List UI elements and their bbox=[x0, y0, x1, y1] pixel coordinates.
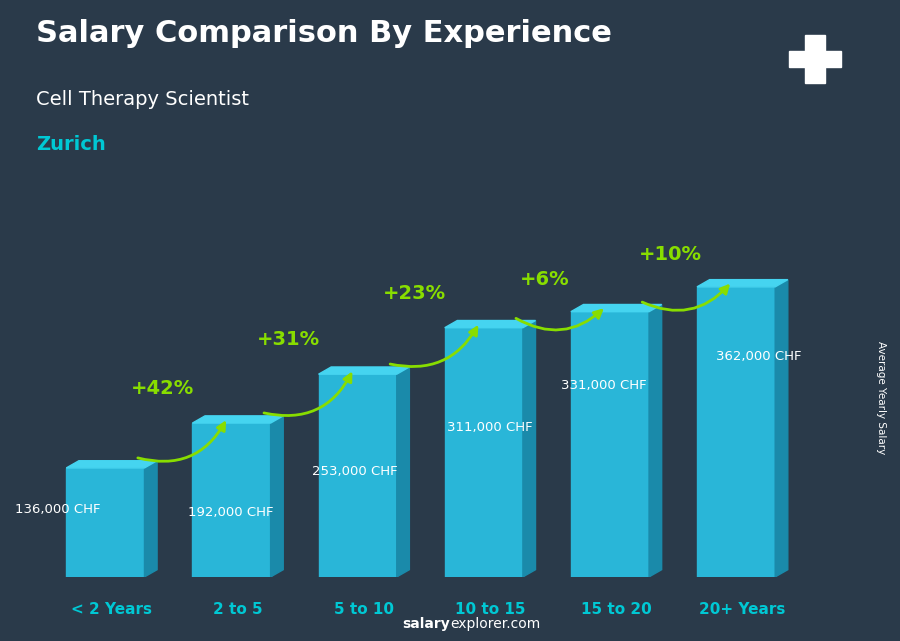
Polygon shape bbox=[193, 416, 284, 423]
Polygon shape bbox=[571, 304, 662, 312]
Polygon shape bbox=[649, 304, 662, 577]
Text: +23%: +23% bbox=[383, 284, 446, 303]
Text: +6%: +6% bbox=[520, 270, 570, 288]
Bar bbox=[319, 374, 397, 577]
Bar bbox=[193, 423, 271, 577]
Text: Salary Comparison By Experience: Salary Comparison By Experience bbox=[36, 19, 612, 48]
Polygon shape bbox=[67, 461, 158, 468]
Text: +10%: +10% bbox=[639, 245, 702, 264]
Polygon shape bbox=[319, 367, 410, 374]
Polygon shape bbox=[271, 416, 284, 577]
Text: 311,000 CHF: 311,000 CHF bbox=[447, 421, 533, 434]
Text: 136,000 CHF: 136,000 CHF bbox=[14, 503, 100, 516]
Polygon shape bbox=[697, 279, 788, 287]
Text: 192,000 CHF: 192,000 CHF bbox=[187, 506, 273, 519]
Text: 253,000 CHF: 253,000 CHF bbox=[312, 465, 398, 478]
Bar bbox=[67, 468, 145, 577]
Text: explorer.com: explorer.com bbox=[450, 617, 540, 631]
Polygon shape bbox=[775, 279, 788, 577]
FancyArrowPatch shape bbox=[516, 310, 601, 330]
Text: < 2 Years: < 2 Years bbox=[71, 601, 152, 617]
Text: Cell Therapy Scientist: Cell Therapy Scientist bbox=[36, 90, 249, 109]
Polygon shape bbox=[397, 367, 410, 577]
Polygon shape bbox=[145, 461, 158, 577]
Bar bbox=[697, 287, 775, 577]
Polygon shape bbox=[523, 320, 536, 577]
Text: +31%: +31% bbox=[257, 330, 320, 349]
Text: 10 to 15: 10 to 15 bbox=[454, 601, 526, 617]
FancyArrowPatch shape bbox=[264, 374, 351, 415]
FancyArrowPatch shape bbox=[643, 286, 728, 310]
Text: 362,000 CHF: 362,000 CHF bbox=[716, 350, 802, 363]
FancyArrowPatch shape bbox=[138, 423, 225, 462]
Text: +42%: +42% bbox=[130, 379, 194, 398]
Text: Zurich: Zurich bbox=[36, 135, 106, 154]
Text: 2 to 5: 2 to 5 bbox=[213, 601, 263, 617]
Bar bbox=[789, 51, 841, 67]
Bar bbox=[805, 35, 825, 83]
Text: 20+ Years: 20+ Years bbox=[699, 601, 786, 617]
Text: 331,000 CHF: 331,000 CHF bbox=[561, 379, 646, 392]
Text: 5 to 10: 5 to 10 bbox=[334, 601, 394, 617]
Polygon shape bbox=[445, 320, 536, 328]
Text: 15 to 20: 15 to 20 bbox=[580, 601, 652, 617]
Bar bbox=[445, 328, 523, 577]
Text: Average Yearly Salary: Average Yearly Salary bbox=[877, 341, 886, 454]
Text: salary: salary bbox=[402, 617, 450, 631]
FancyArrowPatch shape bbox=[390, 328, 477, 367]
Bar bbox=[571, 312, 649, 577]
